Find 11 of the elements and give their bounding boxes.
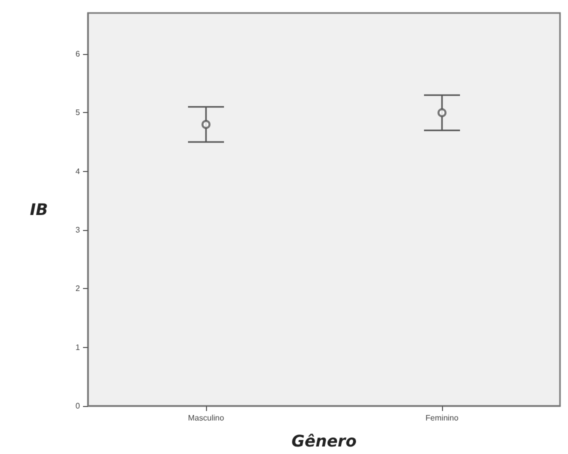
y-tick-label: 3 <box>76 226 81 235</box>
y-tick-label: 2 <box>76 284 81 294</box>
y-tick-label: 6 <box>76 50 81 59</box>
y-tick-label: 0 <box>76 402 81 410</box>
y-axis-title: IB <box>30 200 48 219</box>
y-tick-label: 4 <box>76 166 81 176</box>
y-tick-label: 5 <box>76 108 81 118</box>
x-axis-title: Gênero <box>291 432 357 450</box>
y-tick-label: 1 <box>76 342 81 352</box>
x-tick-label: Masculino <box>188 414 225 422</box>
x-tick-label: Feminino <box>426 414 459 422</box>
